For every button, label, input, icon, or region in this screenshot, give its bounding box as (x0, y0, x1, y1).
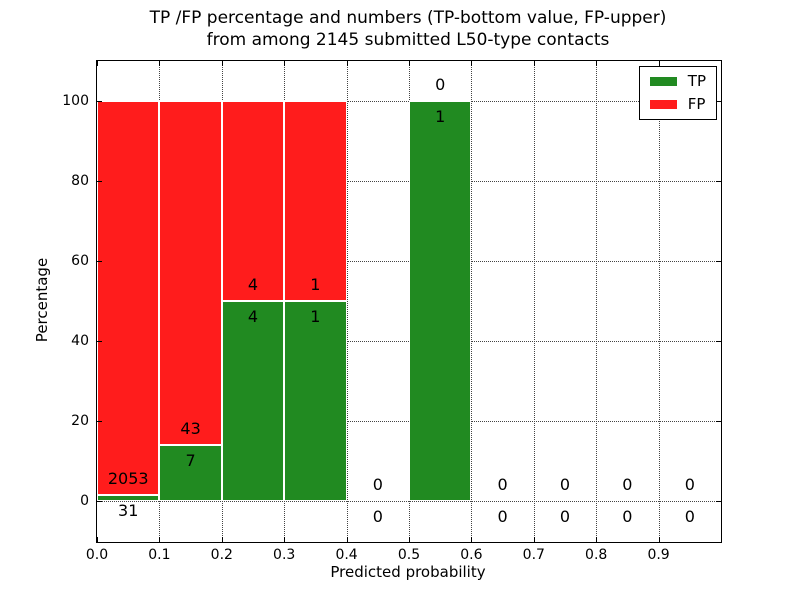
y-tick-right (716, 501, 721, 502)
x-tick-bottom (471, 537, 473, 542)
legend-swatch-fp (649, 100, 677, 109)
legend-entry-tp: TP (649, 72, 706, 90)
count-label-tp: 31 (118, 501, 139, 521)
bar-segment-fp (97, 101, 160, 496)
count-label-fp: 0 (622, 475, 633, 494)
y-tick-right (716, 341, 721, 342)
y-tick-label: 100 (62, 93, 89, 109)
x-tick-label: 0.9 (647, 547, 670, 563)
count-label-fp: 0 (497, 475, 508, 494)
count-label-fp: 0 (372, 475, 383, 494)
count-label-tp: 1 (435, 107, 446, 126)
y-tick-left (97, 181, 102, 182)
legend: TP FP (638, 66, 717, 120)
legend-entry-fp: FP (649, 95, 706, 113)
y-tick-right (716, 261, 721, 262)
y-tick-left (97, 261, 102, 262)
count-label-tp: 7 (185, 451, 196, 470)
x-tick-bottom (596, 537, 598, 542)
count-label-fp: 4 (247, 275, 259, 294)
y-tick-right (716, 101, 721, 102)
y-axis-label: Percentage (33, 257, 51, 343)
bar-segment-fp (284, 101, 347, 301)
y-tick-label: 0 (80, 493, 89, 509)
x-tick-label: 0.6 (460, 547, 483, 563)
count-label-fp: 0 (559, 475, 571, 494)
x-tick-top (221, 61, 223, 66)
y-tick-right (716, 421, 721, 422)
y-tick-left (97, 341, 102, 342)
gridline-vertical (346, 61, 348, 542)
x-tick-label: 0.8 (585, 547, 608, 563)
x-tick-label: 0.1 (148, 547, 171, 563)
y-tick-label: 40 (71, 333, 89, 349)
count-label-tp: 0 (559, 507, 571, 526)
x-tick-top (658, 61, 660, 66)
count-label-fp: 43 (180, 419, 201, 438)
y-tick-left (97, 421, 102, 422)
x-tick-bottom (409, 537, 410, 542)
x-tick-label: 0.2 (210, 547, 233, 563)
plot-area: TP FP 2053 31 43 7 4 4 1 1 0 0 0 1 0 0 0 0 0 0 0 0 0.0 0.1 0.2 0… (62, 60, 722, 563)
count-label-tp: 4 (247, 307, 259, 326)
x-tick-top (97, 61, 98, 66)
bar-segment-tp (221, 301, 285, 501)
y-tick-label: 20 (71, 413, 89, 429)
chart-title-line1: TP /FP percentage and numbers (TP-bottom… (149, 8, 667, 28)
x-tick-top (346, 61, 348, 66)
bar-segment-fp (221, 101, 285, 301)
y-tick-label: 80 (71, 173, 89, 189)
gridline-vertical (533, 61, 535, 542)
x-tick-top (471, 61, 473, 66)
count-label-fp: 1 (310, 275, 321, 294)
count-label-tp: 1 (310, 307, 321, 326)
x-tick-bottom (533, 537, 535, 542)
x-tick-top (533, 61, 535, 66)
gridline-horizontal (97, 501, 721, 502)
x-tick-bottom (159, 537, 161, 542)
bar-segment-fp (159, 101, 222, 445)
x-axis-label: Predicted probability (330, 563, 486, 581)
x-tick-label: 0.3 (273, 547, 296, 563)
x-tick-bottom (658, 537, 660, 542)
bar-segment-tp (159, 445, 222, 501)
count-label-tp: 0 (497, 507, 508, 526)
y-tick-label: 60 (71, 253, 89, 269)
x-tick-top (159, 61, 161, 66)
chart-title-line2: from among 2145 submitted L50-type conta… (206, 30, 610, 50)
legend-swatch-tp (649, 77, 677, 86)
count-label-tp: 0 (372, 507, 383, 526)
x-tick-label: 0.7 (522, 547, 545, 563)
gridline-vertical (658, 61, 660, 542)
count-label-fp: 0 (684, 475, 695, 494)
legend-label-tp: TP (687, 72, 706, 90)
count-label-tp: 0 (684, 507, 695, 526)
legend-label-fp: FP (687, 95, 706, 113)
bar-segment-tp (409, 101, 472, 501)
x-tick-top (409, 61, 410, 66)
bar-segment-tp (284, 301, 347, 501)
count-label-fp: 2053 (107, 469, 149, 489)
y-tick-right (716, 181, 721, 182)
x-tick-bottom (284, 537, 286, 542)
x-tick-label: 0.4 (335, 547, 358, 563)
x-tick-bottom (221, 537, 223, 542)
chart-title: TP /FP percentage and numbers (TP-bottom… (96, 7, 720, 51)
x-tick-bottom (97, 537, 98, 542)
bar-segment-tp (97, 495, 160, 501)
count-label-fp: 0 (435, 75, 446, 94)
x-tick-bottom (346, 537, 348, 542)
x-tick-top (284, 61, 286, 66)
count-label-tp: 0 (622, 507, 633, 526)
y-tick-left (97, 101, 102, 102)
y-tick-left (97, 501, 102, 502)
gridline-vertical (596, 61, 598, 542)
x-tick-top (596, 61, 598, 66)
x-tick-label: 0.5 (397, 547, 421, 563)
x-tick-label: 0.0 (85, 547, 109, 563)
gridline-vertical (471, 61, 473, 542)
